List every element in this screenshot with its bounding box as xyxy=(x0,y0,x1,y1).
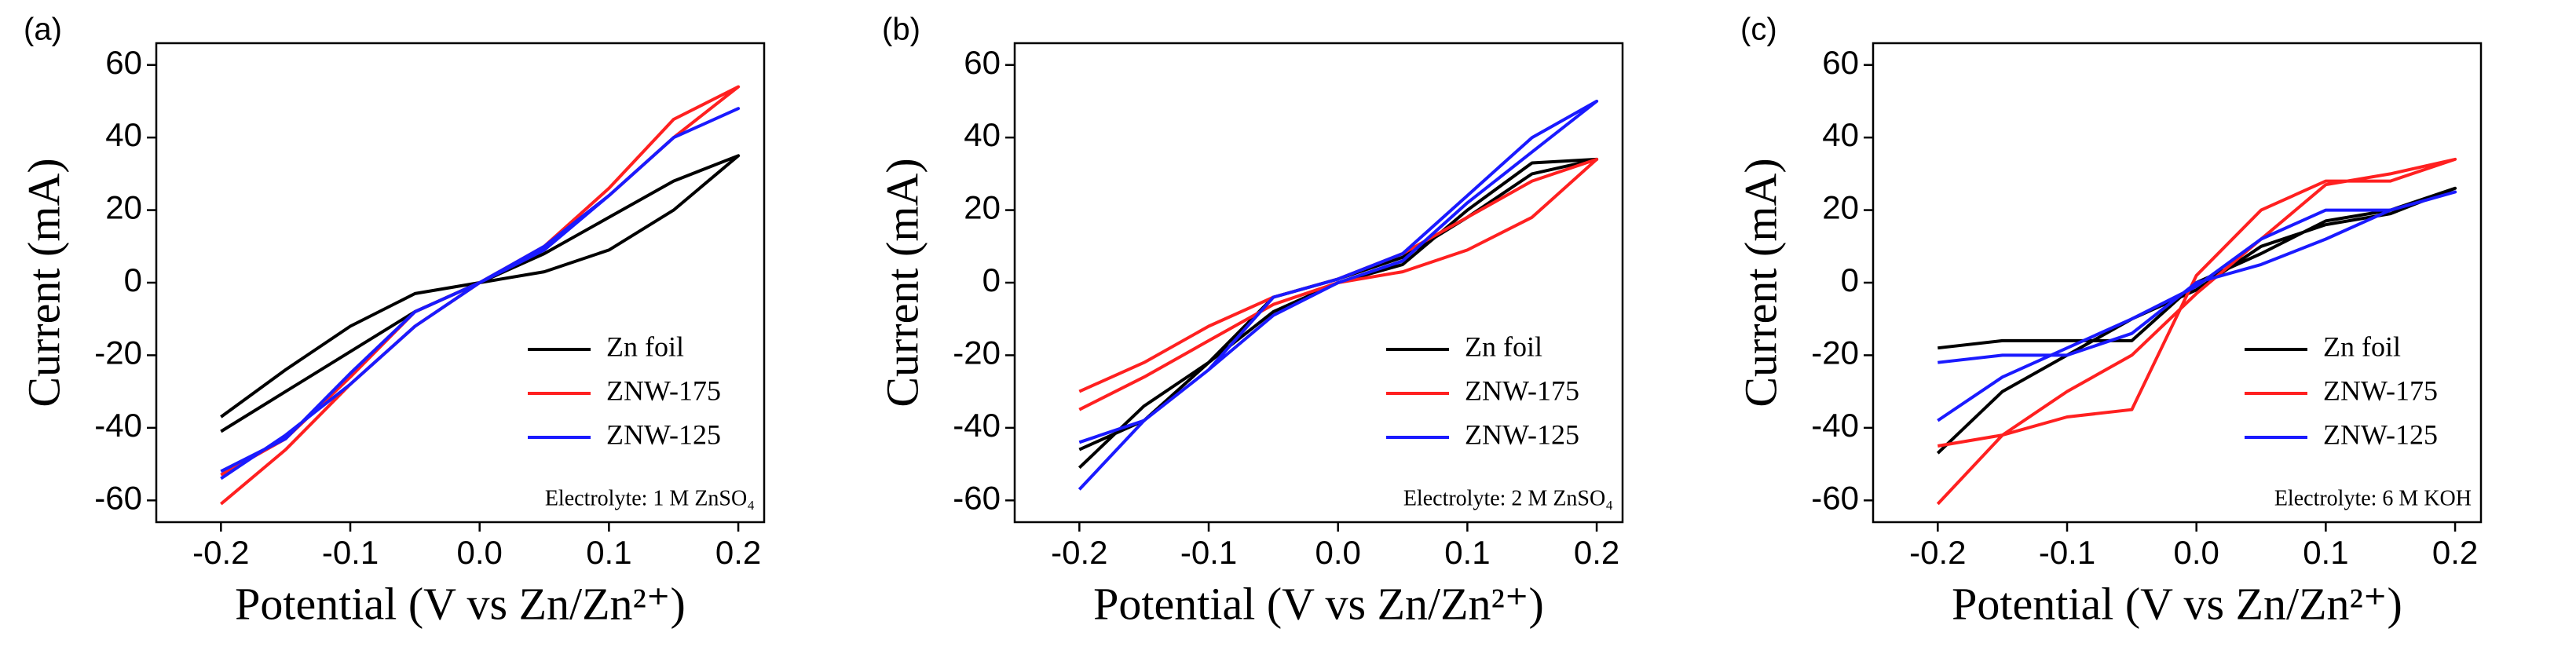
x-axis-title: Potential (V vs Zn/Zn²⁺) xyxy=(235,578,686,629)
series-line xyxy=(1078,157,1599,411)
y-tick-label: 60 xyxy=(964,44,1001,81)
legend-label: ZNW-175 xyxy=(1465,375,1579,406)
annotation: Electrolyte: 2 M ZnSO₄ xyxy=(1403,486,1613,510)
legend-label: ZNW-125 xyxy=(2323,419,2438,450)
legend-label: ZNW-125 xyxy=(606,419,721,450)
y-tick-label: 0 xyxy=(1841,261,1859,298)
y-tick-label: 0 xyxy=(124,261,142,298)
panel-label: (c) xyxy=(1740,13,1777,47)
y-axis-title: Current (mA) xyxy=(1735,158,1786,407)
plot-frame xyxy=(1013,42,1624,524)
x-tick-label: 0.0 xyxy=(2174,534,2219,571)
y-axis-title: Current (mA) xyxy=(876,158,928,407)
y-tick-label: -60 xyxy=(1811,479,1859,516)
panel: (a) -60 -40 -20 0 20 40 60 -0.2 -0.1 0.0 0.1 0.2 Pote… xyxy=(18,13,766,629)
x-tick-label: -0.1 xyxy=(2039,534,2095,571)
annotation: Electrolyte: 1 M ZnSO₄ xyxy=(545,486,755,510)
x-tick-label: 0.0 xyxy=(457,534,503,571)
x-axis-title: Potential (V vs Zn/Zn²⁺) xyxy=(1952,578,2402,629)
y-tick-label: -20 xyxy=(953,334,1001,371)
x-tick-label: -0.2 xyxy=(192,534,249,571)
plot-frame xyxy=(155,42,766,524)
x-tick-label: 0.1 xyxy=(2303,534,2348,571)
annotation: Electrolyte: 6 M KOH xyxy=(2274,486,2472,510)
legend-label: Zn foil xyxy=(2323,331,2401,362)
y-tick-label: 0 xyxy=(982,261,1001,298)
y-tick-label: -20 xyxy=(1811,334,1859,371)
legend-label: ZNW-175 xyxy=(606,375,721,406)
series-line xyxy=(1936,186,2457,455)
y-tick-label: -40 xyxy=(953,407,1001,444)
x-tick-label: 0.0 xyxy=(1315,534,1361,571)
y-tick-label: 40 xyxy=(964,116,1001,153)
legend-label: Zn foil xyxy=(1465,331,1542,362)
y-tick-label: 40 xyxy=(105,116,142,153)
x-tick-label: 0.2 xyxy=(715,534,761,571)
y-tick-label: 20 xyxy=(964,189,1001,226)
y-axis-title: Current (mA) xyxy=(18,158,69,407)
y-tick-label: 20 xyxy=(1822,189,1859,226)
series-line xyxy=(1078,99,1599,491)
y-tick-label: -20 xyxy=(94,334,142,371)
x-tick-label: -0.1 xyxy=(322,534,379,571)
series-line xyxy=(1936,157,2457,506)
y-tick-label: 60 xyxy=(1822,44,1859,81)
y-tick-label: -60 xyxy=(94,479,142,516)
legend-label: ZNW-125 xyxy=(1465,419,1579,450)
series-line xyxy=(220,107,741,481)
y-tick-label: -40 xyxy=(94,407,142,444)
x-tick-label: -0.1 xyxy=(1180,534,1237,571)
panel: (b) -60 -40 -20 0 20 40 60 -0.2 -0.1 0.0 0.1 0.2 Pote… xyxy=(876,13,1624,629)
panel-label: (a) xyxy=(24,13,62,47)
y-tick-label: 60 xyxy=(105,44,142,81)
x-tick-label: 0.1 xyxy=(1444,534,1490,571)
y-tick-label: -40 xyxy=(1811,407,1859,444)
series-line xyxy=(1937,190,2457,422)
plot-frame xyxy=(1872,42,2483,524)
x-tick-label: 0.2 xyxy=(2432,534,2478,571)
y-tick-label: 40 xyxy=(1822,116,1859,153)
panel-label: (b) xyxy=(882,13,920,47)
x-tick-label: -0.2 xyxy=(1051,534,1107,571)
x-tick-label: -0.2 xyxy=(1909,534,1966,571)
x-axis-title: Potential (V vs Zn/Zn²⁺) xyxy=(1093,578,1544,629)
series-line xyxy=(220,154,741,433)
panel: (c) -60 -40 -20 0 20 40 60 -0.2 -0.1 0.0 0.1 0.2 Pote… xyxy=(1735,13,2483,629)
x-tick-label: 0.2 xyxy=(1574,534,1619,571)
legend-label: Zn foil xyxy=(606,331,684,362)
y-tick-label: -60 xyxy=(953,479,1001,516)
y-tick-label: 20 xyxy=(105,189,142,226)
legend-label: ZNW-175 xyxy=(2323,375,2438,406)
x-tick-label: 0.1 xyxy=(586,534,631,571)
